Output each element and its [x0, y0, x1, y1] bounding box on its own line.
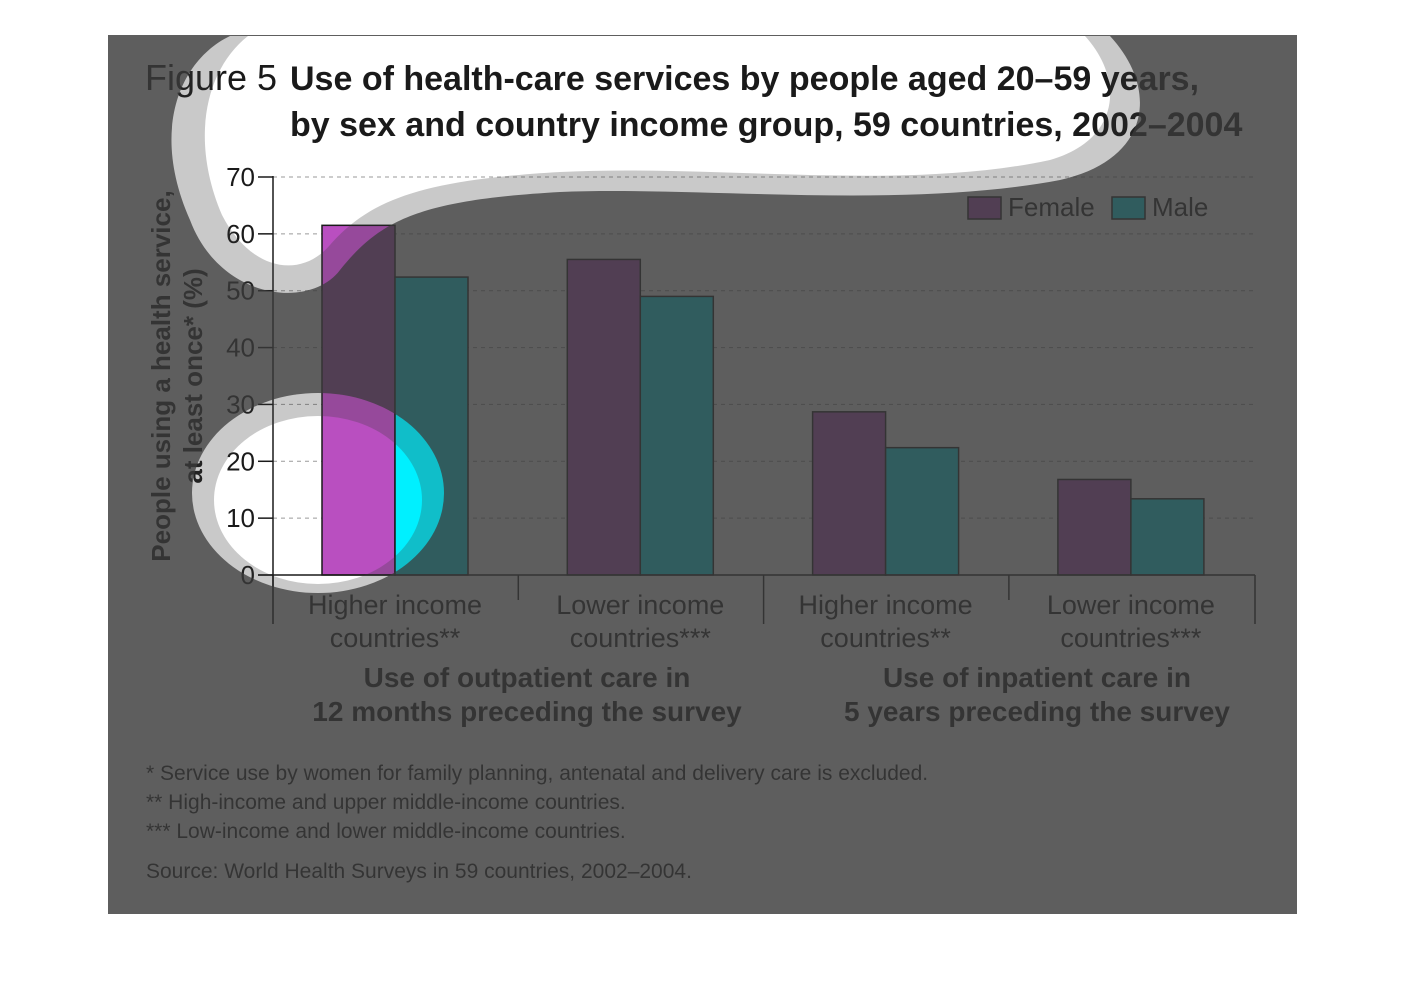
dim-overlay: [108, 35, 1297, 914]
